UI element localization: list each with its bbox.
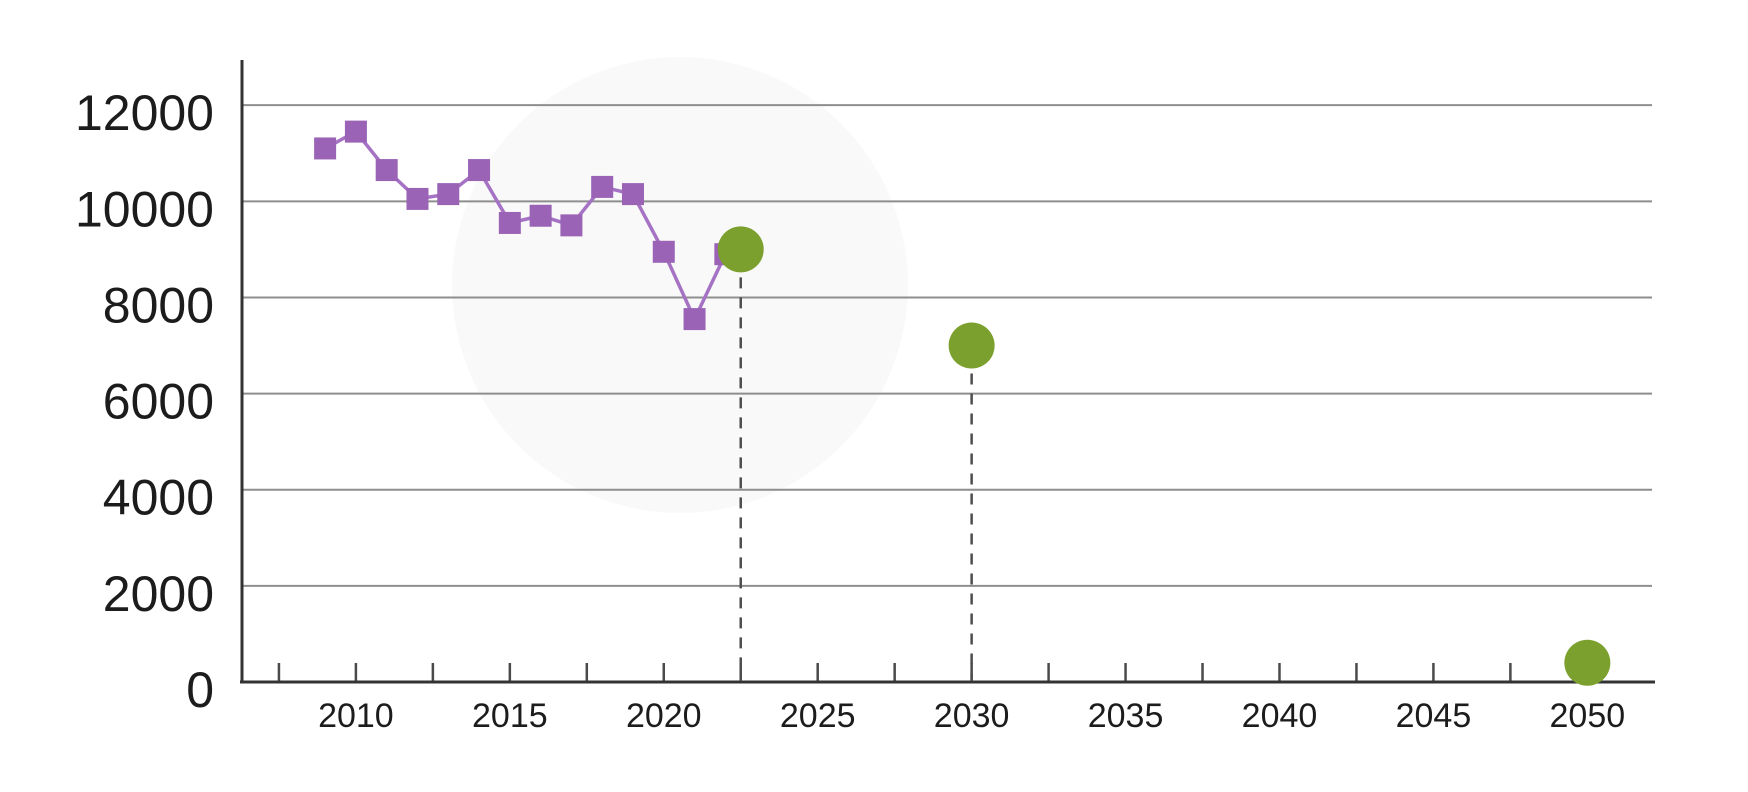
historical-marker xyxy=(683,308,706,331)
x-axis-label: 2030 xyxy=(934,697,1010,735)
x-axis-label: 2010 xyxy=(318,697,394,735)
historical-marker xyxy=(406,187,429,210)
projection-point xyxy=(948,322,995,369)
y-axis-label: 6000 xyxy=(103,374,214,430)
historical-marker xyxy=(529,204,552,227)
x-axis-label: 2015 xyxy=(472,697,548,735)
historical-marker xyxy=(652,240,675,263)
y-axis-label: 8000 xyxy=(103,277,214,333)
historical-marker xyxy=(375,159,398,182)
y-axis-label: 12000 xyxy=(75,85,214,141)
historical-marker xyxy=(468,159,491,182)
y-axis-label: 0 xyxy=(186,662,214,718)
y-axis-label: 2000 xyxy=(103,566,214,622)
historical-marker xyxy=(621,183,644,206)
historical-marker xyxy=(314,137,337,160)
historical-marker xyxy=(560,214,583,237)
projection-point xyxy=(717,226,764,273)
historical-marker xyxy=(437,183,460,206)
x-axis-label: 2045 xyxy=(1396,697,1472,735)
x-axis-label: 2025 xyxy=(780,697,856,735)
x-axis-label: 2050 xyxy=(1550,697,1626,735)
x-axis-label: 2020 xyxy=(626,697,702,735)
historical-marker xyxy=(591,175,614,198)
x-axis-label: 2035 xyxy=(1088,697,1164,735)
historical-marker xyxy=(344,120,367,143)
y-axis-label: 10000 xyxy=(75,181,214,237)
projection-point xyxy=(1564,639,1611,686)
historical-marker xyxy=(498,211,521,234)
x-axis-label: 2040 xyxy=(1242,697,1318,735)
y-axis-label: 4000 xyxy=(103,470,214,526)
